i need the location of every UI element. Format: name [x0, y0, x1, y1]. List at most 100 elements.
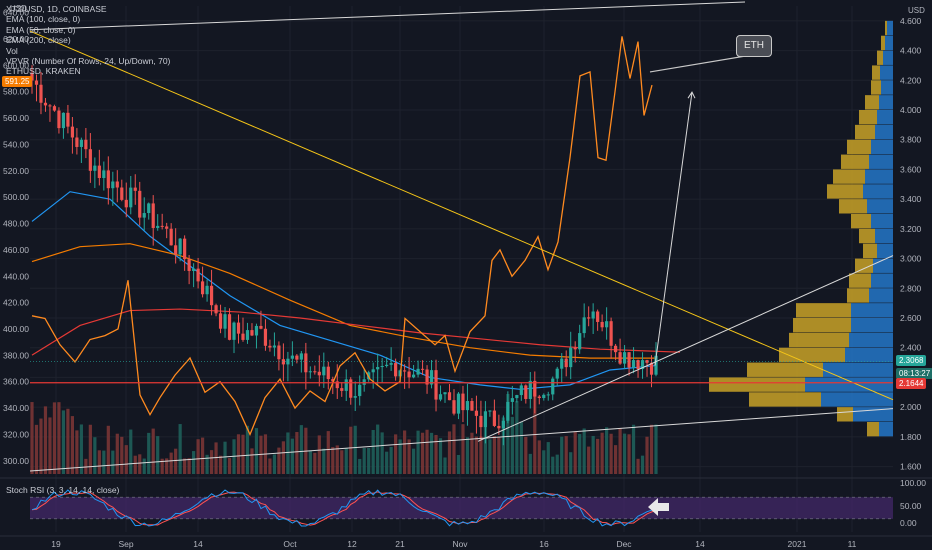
- candle-body: [506, 401, 510, 421]
- volume-bar: [84, 458, 88, 474]
- candle-body: [61, 112, 66, 129]
- candle-body: [124, 199, 128, 208]
- volume-bar: [452, 424, 456, 474]
- volume-bar: [160, 458, 164, 474]
- vpvr-down-bar: [885, 20, 887, 36]
- candle-body: [492, 410, 496, 426]
- vpvr-up-bar: [880, 65, 893, 80]
- vpvr-up-bar: [865, 169, 893, 184]
- vpvr-up-bar: [881, 80, 893, 95]
- legend-ema100[interactable]: EMA (100, close, 0): [6, 14, 81, 25]
- candle-body: [97, 165, 101, 179]
- vpvr-up-bar: [867, 199, 893, 214]
- volume-bar: [461, 424, 465, 474]
- legend-vol[interactable]: Vol: [6, 45, 18, 56]
- candle-body: [169, 228, 173, 246]
- candle-body: [456, 393, 461, 414]
- ema100-line: [31, 243, 656, 359]
- candle-body: [102, 170, 106, 179]
- right-tick-label: 2.400: [900, 343, 922, 353]
- candle-body: [205, 285, 209, 295]
- volume-bar: [254, 428, 259, 474]
- candle-body: [452, 400, 456, 414]
- vpvr-down-bar: [841, 154, 869, 169]
- right-tick-label: 2.800: [900, 283, 922, 293]
- vpvr-up-bar: [871, 139, 893, 155]
- volume-bar: [640, 455, 645, 474]
- candle-body: [542, 394, 546, 399]
- volume-bar: [209, 450, 214, 474]
- legend-overlay[interactable]: ETHUSD, KRAKEN: [6, 66, 81, 77]
- vpvr-up-bar: [877, 110, 893, 125]
- candle-body: [299, 353, 303, 360]
- left-tick-label: 580.00: [3, 87, 29, 97]
- volume-bar: [438, 438, 443, 474]
- vpvr-up-bar: [875, 228, 893, 244]
- candle-body: [57, 110, 61, 129]
- vpvr-down-bar: [789, 332, 849, 348]
- volume-bar: [70, 416, 75, 474]
- legend-symbol[interactable]: XTZ/USD, 1D, COINBASE: [6, 4, 107, 14]
- time-tick-label: 14: [193, 539, 203, 549]
- volume-bar: [537, 440, 541, 474]
- right-tick-label: 4.600: [900, 16, 922, 26]
- volume-bar: [596, 438, 600, 474]
- volume-bar: [636, 458, 640, 474]
- projection-arrow: [654, 92, 693, 366]
- candle-body: [286, 358, 290, 365]
- stoch-k-line: [31, 489, 657, 527]
- candle-body: [609, 321, 613, 346]
- volume-bar: [106, 425, 110, 474]
- candle-body: [111, 181, 115, 189]
- volume-bar: [613, 445, 618, 474]
- left-tick-label: 360.00: [3, 377, 29, 387]
- volume-bar: [555, 454, 559, 474]
- countdown-tag: 08:13:27: [896, 368, 932, 379]
- vpvr-up-bar: [877, 243, 893, 259]
- volume-bar: [281, 441, 285, 474]
- vpvr-down-bar: [863, 243, 877, 259]
- time-tick-label: 11: [848, 539, 857, 549]
- volume-bar: [479, 436, 483, 474]
- volume-bar: [622, 433, 627, 474]
- volume-bar: [174, 448, 178, 474]
- candle-body: [48, 105, 52, 107]
- eth-callout[interactable]: ETH: [736, 35, 772, 57]
- candle-body: [362, 379, 366, 385]
- left-tick-label: 480.00: [3, 219, 29, 229]
- candle-body: [317, 371, 321, 376]
- volume-bar: [497, 436, 501, 474]
- vpvr-down-bar: [855, 258, 873, 273]
- volume-bar: [362, 447, 366, 474]
- candle-body: [227, 314, 232, 340]
- time-tick-label: 2021: [788, 539, 807, 549]
- candle-body: [461, 393, 465, 411]
- legend-vpvr[interactable]: VPVR (Number Of Rows, 24, Up/Down, 70): [6, 56, 171, 67]
- candle-body: [528, 380, 532, 399]
- left-tick-label: 540.00: [3, 139, 29, 149]
- legend-ema200[interactable]: EMA (200, close): [6, 35, 71, 46]
- volume-bar: [52, 402, 57, 474]
- stoch-label[interactable]: Stoch RSI (3, 3, 14, 14, close): [6, 485, 120, 495]
- time-tick-label: Nov: [452, 539, 468, 549]
- volume-bar: [429, 432, 434, 474]
- candle-body: [268, 345, 272, 348]
- time-tick-label: Dec: [616, 539, 632, 549]
- candle-body: [640, 360, 645, 369]
- vpvr-down-bar: [749, 392, 821, 407]
- volume-bar: [102, 450, 106, 474]
- volume-bar: [331, 447, 335, 474]
- candle-body: [622, 352, 627, 364]
- candle-body: [218, 313, 223, 329]
- candle-body: [578, 333, 582, 350]
- candle-body: [394, 363, 398, 377]
- volume-bar: [151, 428, 155, 474]
- right-tick-label: 3.600: [900, 164, 922, 174]
- right-tick-label: 3.400: [900, 194, 922, 204]
- time-tick-label: 14: [695, 539, 705, 549]
- candle-body: [245, 330, 250, 340]
- volume-bar: [115, 433, 119, 474]
- lower-ascending-trendline: [29, 408, 894, 472]
- legend-ema50[interactable]: EMA (50, close, 0): [6, 24, 76, 35]
- candle-body: [120, 187, 124, 200]
